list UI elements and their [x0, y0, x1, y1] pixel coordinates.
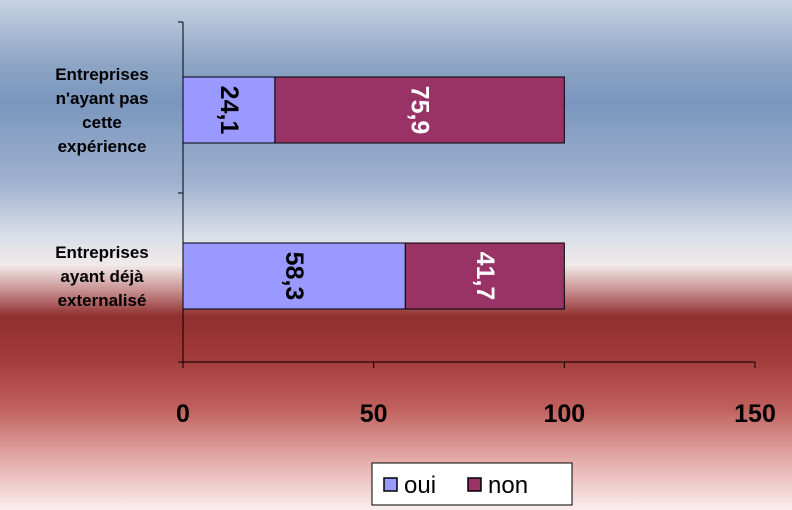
bars: [182, 76, 565, 310]
data-label: 24,1: [215, 86, 243, 135]
data-label: 75,9: [406, 86, 434, 135]
x-tick-label: 0: [176, 400, 190, 428]
data-label: 41,7: [471, 252, 499, 301]
x-tick-label: 150: [734, 400, 776, 428]
x-tick-label: 50: [360, 400, 388, 428]
legend-swatch: [467, 477, 482, 492]
legend-label: non: [488, 472, 528, 499]
legend-label: oui: [404, 472, 436, 499]
bar-non: [274, 76, 565, 144]
legend-swatch: [383, 477, 398, 492]
data-label: 58,3: [280, 252, 308, 301]
category-label: Entreprises ayant déjà externalisé: [55, 243, 149, 310]
labels: 24,1 75,9 58,3 41,7: [215, 86, 499, 301]
bar-oui: [182, 242, 406, 310]
legend: oui non: [371, 462, 573, 506]
bar-non: [404, 242, 565, 310]
category-label: Entreprises n'ayant pas cette expérience: [55, 65, 149, 156]
axes: 0 50 100 150 Entreprises n'ayant pas cette expé…: [55, 21, 776, 428]
x-tick-label: 100: [543, 400, 585, 428]
